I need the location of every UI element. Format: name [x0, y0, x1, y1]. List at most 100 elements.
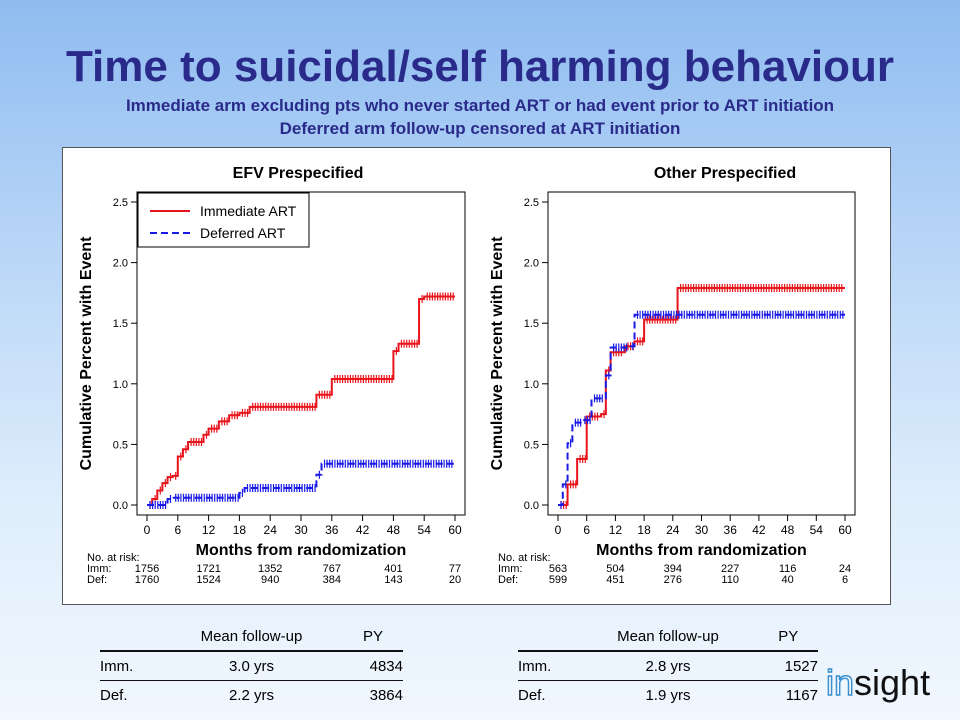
table-header-blank [100, 622, 160, 652]
table-cell: 3864 [369, 686, 403, 704]
x-tick-label: 60 [838, 523, 852, 537]
table-row: Def. 2.2 yrs 3864 [100, 681, 403, 710]
y-tick-label: 0.0 [524, 500, 539, 512]
at-risk-imm-value: 563 [549, 563, 567, 575]
x-tick-label: 24 [264, 523, 278, 537]
x-tick-label: 30 [695, 523, 709, 537]
table-cell: Imm. [518, 651, 578, 681]
at-risk-imm-value: 1721 [196, 563, 220, 575]
chart-panel: EFV Prespecified 0.0 0.5 1.0 1.5 2.0 2.5 0 6 12 18… [62, 147, 891, 605]
at-risk-imm-value: 116 [779, 563, 797, 575]
table-header-mean: Mean follow-up [577, 622, 759, 652]
x-axis-label: Months from randomization [596, 542, 807, 559]
at-risk-def-value: 110 [721, 574, 739, 586]
y-tick-label: 0.5 [113, 439, 128, 451]
x-tick-label: 42 [752, 523, 766, 537]
at-risk-def-value: 6 [842, 574, 848, 586]
at-risk-imm-value: 401 [384, 563, 402, 575]
table-header-mean: Mean follow-up [159, 622, 343, 652]
charts-svg: EFV Prespecified 0.0 0.5 1.0 1.5 2.0 2.5 0 6 12 18… [78, 165, 856, 586]
at-risk-imm-value: 77 [449, 563, 461, 575]
at-risk-def-label: Def: [87, 574, 107, 586]
at-risk-title: No. at risk: [498, 552, 551, 564]
at-risk-def-value: 599 [549, 574, 567, 586]
y-tick-label: 1.0 [524, 379, 539, 391]
at-risk-imm-value: 394 [664, 563, 682, 575]
followup-table-other: Mean follow-up PY Imm. 2.8 yrs 1527 Def.… [518, 622, 818, 709]
x-tick-label: 6 [583, 523, 590, 537]
chart-title: Other Prespecified [654, 165, 796, 182]
at-risk-imm-value: 1756 [135, 563, 159, 575]
at-risk-def-value: 940 [261, 574, 279, 586]
at-risk-def-value: 1760 [135, 574, 159, 586]
y-tick-label: 2.0 [113, 258, 128, 270]
censor-marks [560, 284, 843, 509]
table-cell: Def. [100, 686, 128, 704]
y-tick-label: 2.5 [524, 197, 539, 209]
x-tick-label: 30 [294, 523, 308, 537]
km-curve-immediate [147, 295, 455, 506]
table-cell: 2.8 yrs [577, 651, 759, 681]
at-risk-imm-value: 24 [839, 563, 851, 575]
table-cell: 4834 [342, 651, 403, 681]
y-tick-label: 0.5 [524, 439, 539, 451]
y-axis-label: Cumulative Percent with Event [489, 236, 506, 471]
y-tick-label: 0.0 [113, 500, 128, 512]
y-tick-label: 1.0 [113, 379, 128, 391]
x-tick-label: 54 [418, 523, 432, 537]
at-risk-imm-value: 227 [721, 563, 739, 575]
table-cell: 1.9 yrs [645, 686, 691, 704]
table-header-py: PY [342, 622, 403, 652]
y-tick-label: 1.5 [524, 318, 539, 330]
table-cell: 3.0 yrs [159, 651, 343, 681]
at-risk-def-value: 20 [449, 574, 461, 586]
km-curve-deferred [147, 462, 455, 506]
censor-marks [149, 292, 454, 509]
at-risk-def-value: 451 [606, 574, 624, 586]
x-tick-label: 48 [781, 523, 795, 537]
table-row: Imm. 2.8 yrs 1527 [518, 651, 818, 681]
x-tick-label: 18 [233, 523, 247, 537]
x-tick-label: 36 [325, 523, 339, 537]
x-tick-label: 54 [810, 523, 824, 537]
at-risk-def-value: 384 [323, 574, 341, 586]
page-title: Time to suicidal/self harming behaviour [65, 42, 895, 91]
x-axis-label: Months from randomization [196, 542, 407, 559]
table-row: Imm. 3.0 yrs 4834 [100, 651, 403, 681]
at-risk-def-value: 143 [384, 574, 402, 586]
at-risk-imm-value: 1352 [258, 563, 282, 575]
plot-frame [547, 191, 856, 516]
at-risk-def-value: 1524 [196, 574, 220, 586]
km-curve-immediate [558, 287, 845, 506]
table-cell: Imm. [100, 651, 160, 681]
at-risk-imm-value: 767 [323, 563, 341, 575]
subtitle-line-2: Deferred arm follow-up censored at ART i… [279, 119, 681, 138]
at-risk-def-value: 40 [781, 574, 793, 586]
x-tick-label: 12 [202, 523, 216, 537]
at-risk-imm-label: Imm: [87, 563, 111, 575]
logo-part-sight: sight [854, 662, 931, 703]
table-cell: 2.2 yrs [228, 686, 274, 704]
logo-part-in: in [825, 661, 855, 704]
at-risk-imm-value: 504 [606, 563, 624, 575]
table-row: Def. 1.9 yrs 1167 [518, 681, 818, 710]
legend-box [137, 192, 310, 248]
table-header-py: PY [758, 622, 818, 652]
x-tick-label: 0 [555, 523, 562, 537]
table-header-blank [518, 622, 578, 652]
y-tick-label: 2.0 [524, 258, 539, 270]
censor-marks [560, 310, 844, 509]
chart-title: EFV Prespecified [233, 165, 364, 182]
table-cell: Def. [518, 686, 546, 704]
y-tick-label: 2.5 [113, 197, 128, 209]
x-tick-label: 60 [448, 523, 462, 537]
insight-logo: insight [825, 661, 931, 704]
x-tick-label: 18 [637, 523, 651, 537]
table-cell: 1167 [785, 686, 818, 704]
at-risk-title: No. at risk: [87, 552, 140, 564]
subtitle-line-1: Immediate arm excluding pts who never st… [125, 96, 835, 115]
y-axis-label: Cumulative Percent with Event [78, 236, 95, 471]
at-risk-def-value: 276 [664, 574, 682, 586]
x-tick-label: 42 [356, 523, 370, 537]
x-tick-label: 36 [724, 523, 738, 537]
